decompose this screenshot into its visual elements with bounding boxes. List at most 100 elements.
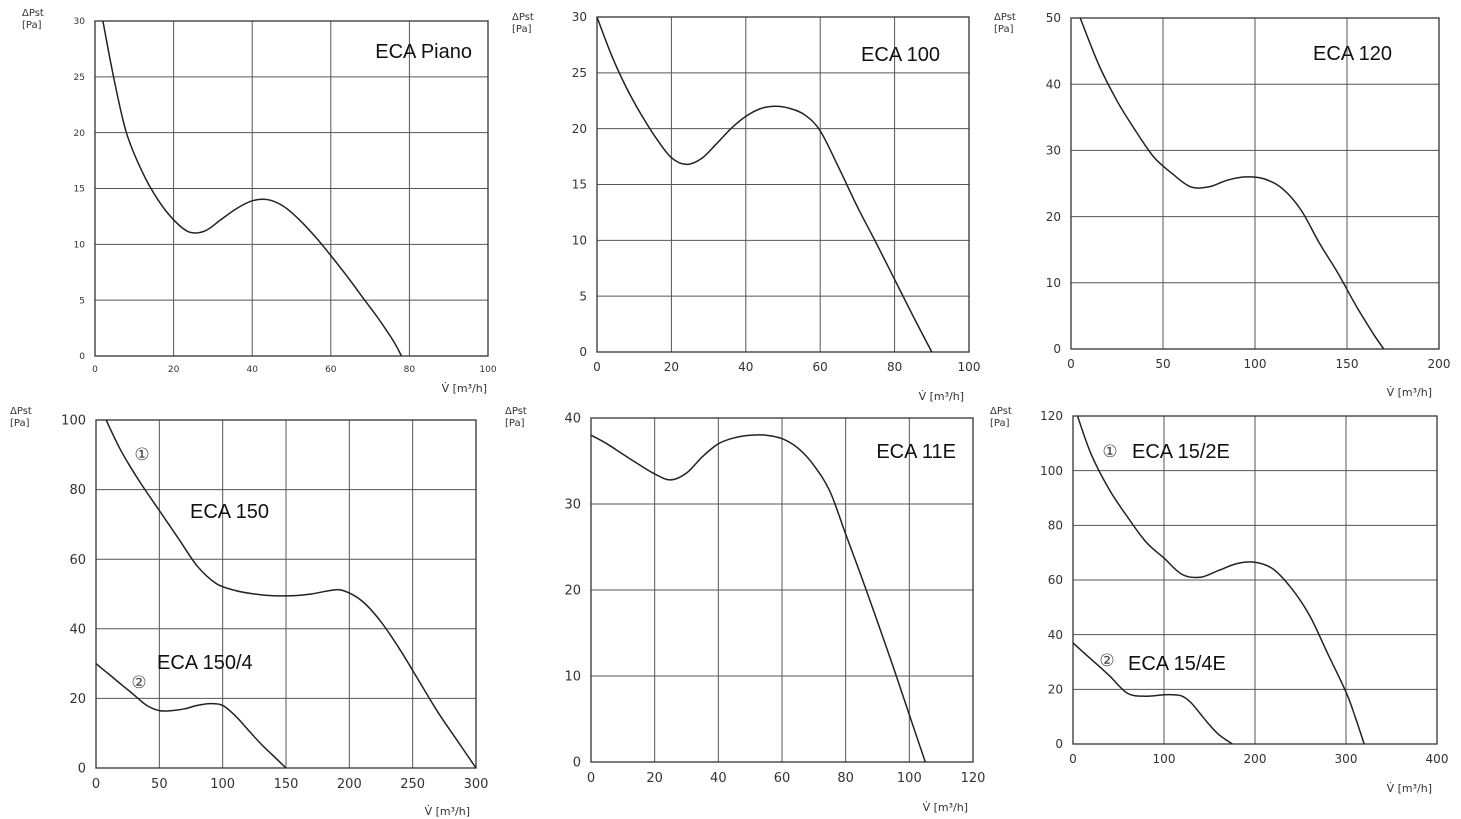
y-axis-label: ΔPst [Pa] bbox=[10, 406, 32, 429]
x-tick-label: 100 bbox=[1244, 357, 1267, 371]
y-axis-label: ΔPst [Pa] bbox=[22, 8, 44, 31]
series-line-1 bbox=[1076, 415, 1365, 745]
x-axis-label: V̇ [m³/h] bbox=[919, 390, 964, 403]
y-tick-label: 40 bbox=[69, 622, 86, 637]
x-tick-label: 200 bbox=[1244, 752, 1267, 766]
x-tick-label: 100 bbox=[210, 777, 235, 792]
y-tick-label: 0 bbox=[79, 352, 85, 362]
series-line-1 bbox=[105, 419, 477, 769]
y-tick-label: 60 bbox=[69, 553, 86, 568]
y-axis-label: ΔPst [Pa] bbox=[994, 12, 1016, 35]
x-tick-label: 60 bbox=[325, 365, 337, 375]
series-line-1 bbox=[1079, 17, 1385, 350]
y-tick-label: 40 bbox=[564, 412, 581, 427]
x-axis-label: V̇ [m³/h] bbox=[923, 801, 968, 814]
x-tick-label: 20 bbox=[664, 360, 679, 374]
y-tick-label: 10 bbox=[1046, 276, 1061, 290]
series-marker-1: ① bbox=[134, 445, 149, 465]
series-label-1: ECA 150 bbox=[190, 501, 269, 523]
x-tick-label: 100 bbox=[1153, 752, 1176, 766]
x-axis-label: V̇ [m³/h] bbox=[1387, 386, 1432, 399]
series-marker-1: ① bbox=[1102, 442, 1117, 462]
y-tick-label: 30 bbox=[572, 10, 587, 24]
y-tick-label: 0 bbox=[78, 762, 86, 777]
x-tick-label: 40 bbox=[710, 771, 727, 786]
plot-frame bbox=[1072, 415, 1438, 745]
x-tick-label: 0 bbox=[92, 777, 100, 792]
y-tick-label: 20 bbox=[564, 584, 581, 599]
series-label-2: ECA 15/4E bbox=[1128, 653, 1226, 675]
y-tick-label: 25 bbox=[74, 73, 85, 83]
x-tick-label: 100 bbox=[958, 360, 981, 374]
x-tick-label: 300 bbox=[464, 777, 489, 792]
x-tick-label: 0 bbox=[593, 360, 601, 374]
y-tick-label: 10 bbox=[572, 234, 587, 248]
y-tick-label: 40 bbox=[1048, 628, 1063, 642]
plot-frame bbox=[596, 16, 970, 353]
x-tick-label: 400 bbox=[1426, 752, 1449, 766]
y-tick-label: 0 bbox=[1053, 342, 1061, 356]
y-tick-label: 15 bbox=[74, 185, 85, 195]
series-marker-2: ② bbox=[1099, 651, 1114, 671]
series-marker-2: ② bbox=[131, 673, 146, 693]
x-tick-label: 80 bbox=[837, 771, 854, 786]
x-tick-label: 40 bbox=[246, 365, 258, 375]
y-tick-label: 30 bbox=[1046, 144, 1061, 158]
y-axis-label: ΔPst [Pa] bbox=[505, 406, 527, 429]
x-tick-label: 0 bbox=[587, 771, 595, 786]
y-tick-label: 100 bbox=[61, 414, 86, 429]
x-tick-label: 20 bbox=[168, 365, 180, 375]
y-tick-label: 50 bbox=[1046, 11, 1061, 25]
y-tick-label: 10 bbox=[74, 240, 86, 250]
y-tick-label: 20 bbox=[1046, 210, 1061, 224]
chart-title: ECA Piano bbox=[375, 41, 472, 63]
y-tick-label: 5 bbox=[579, 289, 587, 303]
y-tick-label: 100 bbox=[1040, 464, 1063, 478]
x-axis-label: V̇ [m³/h] bbox=[442, 382, 487, 395]
series-line-2 bbox=[95, 663, 287, 769]
y-tick-label: 0 bbox=[579, 345, 587, 359]
x-tick-label: 0 bbox=[1069, 752, 1077, 766]
y-tick-label: 120 bbox=[1040, 409, 1063, 423]
x-tick-label: 40 bbox=[738, 360, 753, 374]
series-line-1 bbox=[102, 20, 403, 357]
y-axis-label: ΔPst [Pa] bbox=[512, 12, 534, 35]
chart-panel-4: 0 50 100 150 200 250 300 0 20 40 60 80 100 ΔPst [Pa] V̇… bbox=[10, 406, 488, 818]
y-tick-label: 5 bbox=[79, 296, 85, 306]
x-tick-label: 100 bbox=[897, 771, 922, 786]
y-tick-label: 0 bbox=[1055, 737, 1063, 751]
series-line-1 bbox=[596, 16, 933, 353]
y-tick-label: 40 bbox=[1046, 77, 1061, 91]
x-tick-label: 250 bbox=[400, 777, 425, 792]
x-tick-label: 50 bbox=[151, 777, 168, 792]
x-tick-label: 200 bbox=[1428, 357, 1451, 371]
x-tick-label: 50 bbox=[1155, 357, 1170, 371]
chart-panel-5: 0 20 40 60 80 100 120 0 10 20 30 40 ΔPst [Pa] V̇ [m³/h… bbox=[505, 406, 985, 814]
x-tick-label: 200 bbox=[337, 777, 362, 792]
chart-panel-6: 0 100 200 300 400 0 20 40 60 80 100 120 ΔPst [Pa] V̇ [… bbox=[990, 406, 1448, 795]
x-axis-label: V̇ [m³/h] bbox=[1387, 782, 1432, 795]
y-tick-label: 20 bbox=[69, 692, 86, 707]
y-tick-label: 25 bbox=[572, 66, 587, 80]
y-tick-label: 60 bbox=[1048, 573, 1063, 587]
x-tick-label: 100 bbox=[479, 365, 496, 375]
y-tick-label: 0 bbox=[573, 756, 581, 771]
y-tick-label: 20 bbox=[74, 129, 86, 139]
x-tick-label: 20 bbox=[646, 771, 663, 786]
y-tick-label: 80 bbox=[69, 483, 86, 498]
x-tick-label: 80 bbox=[887, 360, 902, 374]
series-line-1 bbox=[590, 434, 927, 763]
chart-title: ECA 11E bbox=[876, 441, 956, 463]
y-tick-label: 15 bbox=[572, 178, 587, 192]
x-tick-label: 300 bbox=[1335, 752, 1358, 766]
x-tick-label: 0 bbox=[92, 365, 98, 375]
chart-panel-2: 0 20 40 60 80 100 0 5 10 15 20 25 30 ΔPst [Pa] V̇ [m³/h… bbox=[512, 10, 980, 403]
y-axis-label: ΔPst [Pa] bbox=[990, 406, 1012, 429]
y-tick-label: 30 bbox=[564, 498, 581, 513]
series-label-2: ECA 150/4 bbox=[157, 652, 253, 674]
chart-panel-3: 0 50 100 150 200 0 10 20 30 40 50 ΔPst [Pa] V̇ [m³/h]… bbox=[994, 11, 1450, 399]
x-tick-label: 120 bbox=[961, 771, 986, 786]
x-tick-label: 80 bbox=[404, 365, 416, 375]
y-tick-label: 20 bbox=[1048, 683, 1063, 697]
y-tick-label: 80 bbox=[1048, 519, 1063, 533]
